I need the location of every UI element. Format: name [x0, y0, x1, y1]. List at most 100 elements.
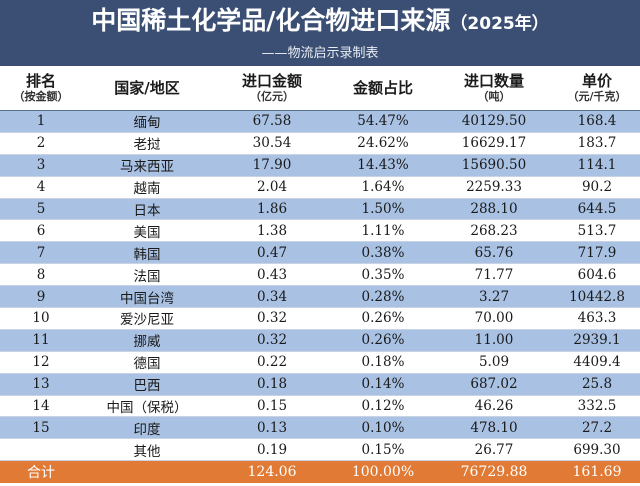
- total-quantity: 76729.88: [434, 460, 554, 484]
- share-cell: 1.64%: [332, 176, 434, 199]
- price-cell: 183.7: [554, 132, 640, 155]
- total-price: 161.69: [554, 460, 640, 484]
- share-cell: 54.47%: [332, 110, 434, 133]
- header-quantity: 进口数量 （吨）: [434, 66, 554, 111]
- amount-cell: 1.38: [212, 219, 332, 243]
- amount-cell: 0.47: [212, 241, 332, 265]
- amount-cell: 0.32: [212, 307, 332, 330]
- rank-cell: 14: [0, 395, 82, 418]
- rank-cell: 4: [0, 176, 82, 199]
- share-cell: 24.62%: [332, 132, 434, 155]
- other-row: 其他 0.19 0.15% 26.77 699.30: [0, 438, 640, 462]
- country-cell: 越南: [82, 176, 212, 199]
- rank-cell: 1: [0, 110, 82, 133]
- share-cell: 0.12%: [332, 395, 434, 418]
- rank-cell: 9: [0, 285, 82, 309]
- table-row: 10 爱沙尼亚 0.32 0.26% 70.00 463.3: [0, 307, 640, 330]
- rank-cell: 10: [0, 307, 82, 330]
- amount-cell: 1.86: [212, 198, 332, 221]
- country-cell: 美国: [82, 219, 212, 243]
- table-row: 13 巴西 0.18 0.14% 687.02 25.8: [0, 373, 640, 396]
- country-cell: 巴西: [82, 373, 212, 396]
- country-cell: 法国: [82, 263, 212, 287]
- header-country-label: 国家/地区: [114, 79, 180, 97]
- share-cell: 0.38%: [332, 241, 434, 265]
- share-cell: 0.26%: [332, 307, 434, 330]
- price-cell: 463.3: [554, 307, 640, 330]
- price-cell: 644.5: [554, 198, 640, 221]
- share-cell: 0.15%: [332, 438, 434, 462]
- country-cell: 日本: [82, 198, 212, 221]
- total-empty-cell: [82, 460, 212, 484]
- quantity-cell: 15690.50: [434, 154, 554, 177]
- amount-cell: 0.18: [212, 373, 332, 396]
- price-cell: 25.8: [554, 373, 640, 396]
- header-price-sub: （元/千克）: [567, 90, 627, 103]
- rank-cell: 12: [0, 351, 82, 374]
- share-cell: 1.11%: [332, 219, 434, 243]
- total-label: 合计: [0, 460, 82, 484]
- rank-cell: 13: [0, 373, 82, 396]
- header-quantity-label: 进口数量: [463, 72, 524, 90]
- quantity-cell: 687.02: [434, 373, 554, 396]
- import-source-table: 排名 （按金额） 国家/地区 进口金额 （亿元） 金额占比 进口数量 （吨） 单价 （元…: [0, 66, 640, 484]
- rank-cell: [0, 438, 82, 462]
- country-cell: 印度: [82, 416, 212, 440]
- share-cell: 0.10%: [332, 416, 434, 440]
- amount-cell: 0.15: [212, 395, 332, 418]
- header-country: 国家/地区: [82, 66, 212, 111]
- country-cell: 其他: [82, 438, 212, 462]
- title-text: 中国稀土化学品/化合物进口来源: [91, 6, 451, 35]
- table-body: 1 缅甸 67.58 54.47% 40129.50 168.4 2 老挝 30.54 24.6…: [0, 110, 640, 462]
- header-price-label: 单价: [581, 72, 612, 90]
- quantity-cell: 478.10: [434, 416, 554, 440]
- amount-cell: 0.32: [212, 329, 332, 352]
- country-cell: 中国（保税）: [82, 395, 212, 418]
- country-cell: 中国台湾: [82, 285, 212, 309]
- total-share: 100.00%: [332, 460, 434, 484]
- quantity-cell: 65.76: [434, 241, 554, 265]
- country-cell: 爱沙尼亚: [82, 307, 212, 330]
- header-amount-sub: （亿元）: [250, 90, 294, 103]
- amount-cell: 30.54: [212, 132, 332, 155]
- country-cell: 老挝: [82, 132, 212, 155]
- amount-cell: 0.43: [212, 263, 332, 287]
- table-row: 15 印度 0.13 0.10% 478.10 27.2: [0, 416, 640, 440]
- header-rank-label: 排名: [25, 72, 56, 90]
- rank-cell: 11: [0, 329, 82, 352]
- share-cell: 0.28%: [332, 285, 434, 309]
- table-row: 1 缅甸 67.58 54.47% 40129.50 168.4: [0, 110, 640, 133]
- amount-cell: 0.13: [212, 416, 332, 440]
- country-cell: 韩国: [82, 241, 212, 265]
- page-title: 中国稀土化学品/化合物进口来源（2025年）: [0, 0, 640, 43]
- quantity-cell: 40129.50: [434, 110, 554, 133]
- quantity-cell: 2259.33: [434, 176, 554, 199]
- price-cell: 2939.1: [554, 329, 640, 352]
- rank-cell: 5: [0, 198, 82, 221]
- price-cell: 604.6: [554, 263, 640, 287]
- country-cell: 缅甸: [82, 110, 212, 133]
- share-cell: 0.14%: [332, 373, 434, 396]
- header-rank-sub: （按金额）: [13, 90, 69, 103]
- header-quantity-sub: （吨）: [477, 90, 511, 103]
- quantity-cell: 71.77: [434, 263, 554, 287]
- header-price: 单价 （元/千克）: [554, 66, 640, 111]
- table-row: 6 美国 1.38 1.11% 268.23 513.7: [0, 219, 640, 243]
- total-amount: 124.06: [212, 460, 332, 484]
- share-cell: 0.18%: [332, 351, 434, 374]
- quantity-cell: 268.23: [434, 219, 554, 243]
- price-cell: 717.9: [554, 241, 640, 265]
- price-cell: 4409.4: [554, 351, 640, 374]
- share-cell: 14.43%: [332, 154, 434, 177]
- title-year: （2025年）: [450, 14, 549, 34]
- quantity-cell: 3.27: [434, 285, 554, 309]
- amount-cell: 2.04: [212, 176, 332, 199]
- rank-cell: 7: [0, 241, 82, 265]
- table-row: 12 德国 0.22 0.18% 5.09 4409.4: [0, 351, 640, 374]
- table-row: 5 日本 1.86 1.50% 288.10 644.5: [0, 198, 640, 221]
- table-header-row: 排名 （按金额） 国家/地区 进口金额 （亿元） 金额占比 进口数量 （吨） 单价 （元…: [0, 66, 640, 111]
- country-cell: 挪威: [82, 329, 212, 352]
- total-row: 合计 124.06 100.00% 76729.88 161.69: [0, 460, 640, 484]
- amount-cell: 0.19: [212, 438, 332, 462]
